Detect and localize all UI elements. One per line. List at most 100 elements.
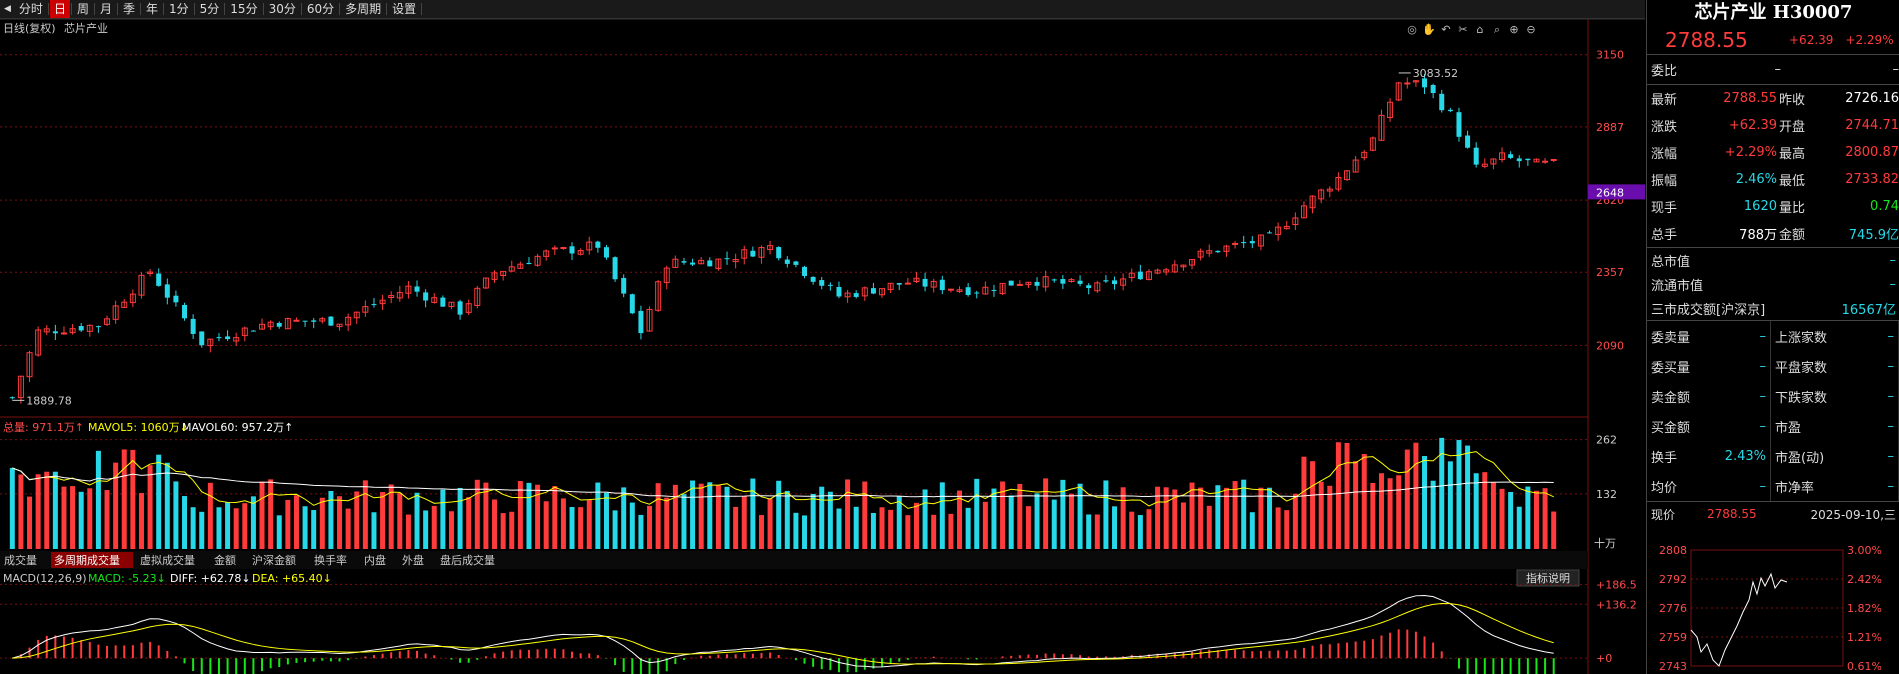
volume-bar[interactable] — [173, 481, 179, 549]
candle-body[interactable] — [1154, 269, 1161, 274]
volume-bar[interactable] — [543, 501, 549, 549]
volume-bar[interactable] — [259, 481, 265, 549]
volume-bar[interactable] — [1008, 495, 1014, 549]
candle-body[interactable] — [560, 246, 567, 249]
candle-body[interactable] — [1077, 280, 1083, 284]
candle-body[interactable] — [534, 255, 541, 266]
volume-bar[interactable] — [681, 494, 687, 549]
period-tab[interactable]: 年 — [146, 2, 159, 16]
volume-bar[interactable] — [1387, 478, 1393, 549]
candle-body[interactable] — [52, 331, 58, 334]
volume-bar[interactable] — [78, 491, 84, 549]
volume-bar[interactable] — [1456, 440, 1462, 549]
candle-body[interactable] — [1439, 93, 1445, 111]
volume-bar[interactable] — [1533, 490, 1539, 549]
volume-bar[interactable] — [948, 513, 954, 549]
candle-body[interactable] — [388, 295, 395, 299]
volume-bar[interactable] — [1396, 475, 1402, 549]
volume-bar[interactable] — [569, 506, 575, 549]
volume-bar[interactable] — [1060, 479, 1066, 549]
volume-bar[interactable] — [225, 502, 231, 549]
volume-bar[interactable] — [130, 449, 136, 549]
volume-bar[interactable] — [707, 482, 713, 549]
candle-body[interactable] — [199, 331, 205, 346]
candle-body[interactable] — [225, 336, 231, 340]
candle-body[interactable] — [1103, 280, 1109, 282]
volume-bar[interactable] — [397, 493, 403, 549]
candle-body[interactable] — [707, 260, 713, 267]
candle-body[interactable] — [698, 259, 705, 265]
candle-body[interactable] — [1163, 269, 1170, 273]
volume-bar[interactable] — [1499, 488, 1505, 549]
volume-bar[interactable] — [1223, 487, 1229, 549]
volume-bar[interactable] — [70, 486, 76, 549]
candle-body[interactable] — [508, 266, 515, 272]
volume-bar[interactable] — [250, 496, 256, 549]
volume-bar[interactable] — [345, 508, 351, 549]
candle-body[interactable] — [904, 282, 911, 285]
volume-bar[interactable] — [888, 509, 894, 549]
candle-body[interactable] — [526, 262, 532, 265]
volume-bar[interactable] — [1370, 482, 1376, 549]
candle-body[interactable] — [9, 397, 15, 399]
volume-bar[interactable] — [1404, 449, 1410, 549]
volume-bar[interactable] — [1198, 487, 1204, 549]
volume-bar[interactable] — [836, 508, 842, 549]
volume-bar[interactable] — [1310, 461, 1316, 549]
candle-body[interactable] — [1197, 250, 1204, 258]
candle-body[interactable] — [250, 330, 256, 332]
candle-body[interactable] — [17, 375, 24, 399]
volume-bar[interactable] — [27, 496, 33, 549]
candle-body[interactable] — [207, 338, 214, 347]
volume-bar[interactable] — [1344, 442, 1350, 549]
volume-bar[interactable] — [1422, 456, 1428, 549]
candle-body[interactable] — [965, 287, 971, 295]
candle-body[interactable] — [1550, 158, 1557, 161]
candle-body[interactable] — [156, 273, 162, 286]
volume-bar[interactable] — [1077, 483, 1083, 549]
volume-bar[interactable] — [1473, 473, 1479, 549]
candle-body[interactable] — [147, 271, 154, 274]
period-tab[interactable]: 月 — [99, 2, 112, 16]
candle-body[interactable] — [1430, 84, 1436, 93]
candle-body[interactable] — [284, 318, 291, 330]
candle-body[interactable] — [1378, 114, 1385, 141]
volume-bar[interactable] — [560, 498, 566, 549]
candle-body[interactable] — [276, 322, 282, 327]
candle-body[interactable] — [319, 318, 326, 322]
candle-body[interactable] — [577, 250, 584, 255]
candle-body[interactable] — [440, 297, 446, 307]
candle-body[interactable] — [939, 279, 945, 291]
volume-bar[interactable] — [578, 507, 584, 549]
candle-body[interactable] — [663, 267, 670, 284]
candle-body[interactable] — [1171, 264, 1178, 273]
volume-bar[interactable] — [931, 514, 937, 549]
candle-body[interactable] — [913, 277, 920, 282]
candle-body[interactable] — [887, 282, 894, 291]
volume-bar[interactable] — [95, 450, 101, 549]
candle-body[interactable] — [405, 285, 412, 294]
volume-bar[interactable] — [216, 507, 222, 549]
candle-body[interactable] — [1145, 271, 1152, 280]
volume-bar[interactable] — [1129, 511, 1135, 549]
candle-body[interactable] — [612, 257, 618, 280]
volume-bar[interactable] — [380, 492, 386, 549]
candle-body[interactable] — [35, 329, 42, 356]
candle-body[interactable] — [328, 316, 334, 326]
volume-bar[interactable] — [552, 486, 558, 549]
volume-bar[interactable] — [1508, 491, 1514, 549]
volume-bar[interactable] — [922, 489, 928, 549]
candle-body[interactable] — [371, 304, 377, 306]
volume-bar[interactable] — [1189, 482, 1195, 549]
volume-bar[interactable] — [1525, 486, 1531, 549]
candle-body[interactable] — [182, 304, 188, 319]
candle-body[interactable] — [853, 293, 859, 297]
volume-bar[interactable] — [466, 497, 472, 549]
candle-body[interactable] — [517, 263, 524, 269]
candle-body[interactable] — [379, 299, 386, 305]
candle-body[interactable] — [1318, 189, 1325, 200]
volume-bar[interactable] — [1051, 499, 1057, 549]
volume-bar[interactable] — [862, 481, 868, 549]
candle-body[interactable] — [1533, 158, 1540, 163]
volume-bar[interactable] — [905, 515, 911, 549]
